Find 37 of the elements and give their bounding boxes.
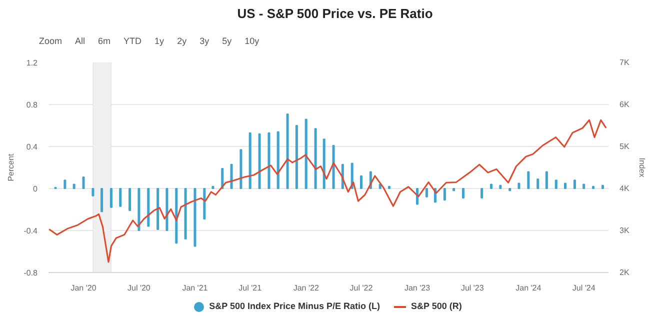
y-tick-label: 0.8 xyxy=(26,100,38,110)
x-tick-label: Jul '21 xyxy=(238,284,262,292)
y-tick-label: 1.2 xyxy=(26,58,38,68)
y2-tick-label: 6K xyxy=(620,100,630,109)
y2-tick-label: 4K xyxy=(620,184,630,193)
y-tick-label: -0.4 xyxy=(24,226,38,236)
y-tick-label: 0 xyxy=(33,184,38,194)
y-tick-label: -0.8 xyxy=(24,268,38,278)
x-tick-label: Jan '23 xyxy=(404,284,431,292)
y-axis-title: Percent xyxy=(6,152,16,182)
text: Zoom xyxy=(39,36,62,46)
x-tick-label: Jul '20 xyxy=(128,284,151,292)
text: 1y xyxy=(154,36,164,46)
line-series xyxy=(48,119,607,263)
text: All xyxy=(75,36,86,46)
x-tick-label: Jul '24 xyxy=(572,284,596,292)
x-tick-label: Jan '20 xyxy=(70,284,97,292)
x-tick-label: Jan '21 xyxy=(182,284,208,292)
text: YTD xyxy=(124,36,142,46)
text: 3y xyxy=(200,36,210,46)
x-tick-label: Jul '23 xyxy=(460,284,484,292)
text: 10y xyxy=(244,36,260,46)
y2-tick-label: 7K xyxy=(620,58,630,67)
text: 5y xyxy=(222,36,232,46)
y-tick-label: 0.4 xyxy=(26,142,38,152)
legend-label: S&P 500 Index Price Minus P/E Ratio (L) xyxy=(209,301,380,312)
y2-tick-label: 3K xyxy=(620,226,630,235)
text: 2y xyxy=(177,36,187,46)
x-tick-label: Jan '24 xyxy=(516,284,542,292)
y2-tick-label: 2K xyxy=(620,268,630,277)
legend-label: S&P 500 (R) xyxy=(411,301,462,312)
chart-title: US - S&P 500 Price vs. PE Ratio xyxy=(237,5,433,23)
y2-tick-label: 5K xyxy=(620,142,630,151)
x-tick-label: Jul '22 xyxy=(350,284,374,292)
text: 6m xyxy=(98,36,111,46)
y2-axis-title: Index xyxy=(637,158,646,178)
x-tick-label: Jan '22 xyxy=(293,284,320,292)
